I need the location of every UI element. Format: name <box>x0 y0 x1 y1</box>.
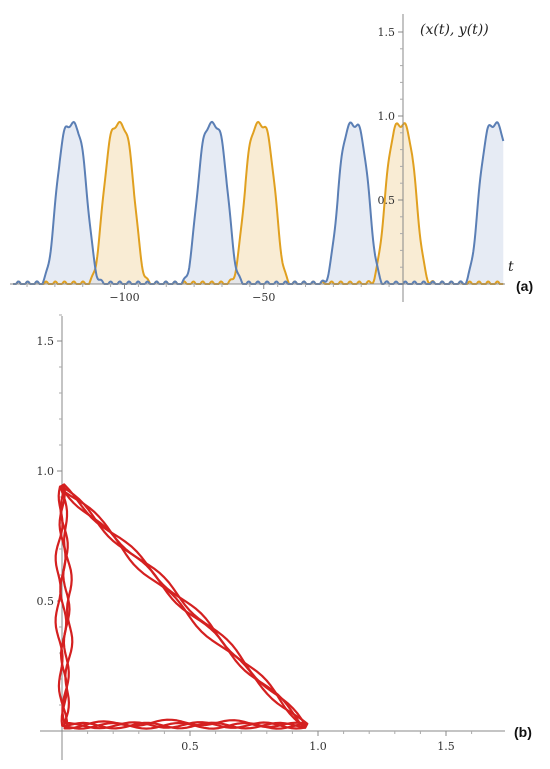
y-tick-label: 1.5 <box>378 26 396 39</box>
y-tick-label: 0.5 <box>378 194 396 207</box>
trajectory-loop <box>58 485 307 730</box>
trajectory-loop <box>54 485 309 730</box>
panel-a-x-ticks: −100 −50 <box>26 284 390 304</box>
panel-b-trajectory <box>54 483 309 730</box>
x-tick-label: −100 <box>109 291 139 304</box>
panel-b-x-ticks: 0.5 1.0 1.5 <box>87 731 473 753</box>
panel-a-y-axis-label: (x(t), y(t)) <box>420 22 489 38</box>
series-x-area <box>13 121 504 285</box>
panel-a-y-ticks: 0.5 1.0 1.5 <box>378 26 403 268</box>
panel-a-label: (a) <box>516 278 533 294</box>
panel-b-label: (b) <box>514 724 532 740</box>
panel-b-y-ticks: 0.5 1.0 1.5 <box>37 314 62 706</box>
panel-b: 0.5 1.0 1.5 0.5 1.0 1.5 (b) <box>37 314 532 760</box>
panel-a: −100 −50 0.5 1.0 1.5 (x(t), y(t)) t (a) <box>10 14 533 304</box>
trajectory-loop <box>59 483 307 730</box>
x-tick-label: 0.5 <box>181 740 199 753</box>
y-tick-label: 1.5 <box>37 335 55 348</box>
x-tick-label: 1.5 <box>437 740 455 753</box>
y-tick-label: 0.5 <box>37 595 55 608</box>
x-tick-label: −50 <box>252 291 275 304</box>
y-tick-label: 1.0 <box>378 110 396 123</box>
x-tick-label: 1.0 <box>309 740 327 753</box>
y-tick-label: 1.0 <box>37 465 55 478</box>
panel-a-x-axis-label: t <box>508 259 514 275</box>
